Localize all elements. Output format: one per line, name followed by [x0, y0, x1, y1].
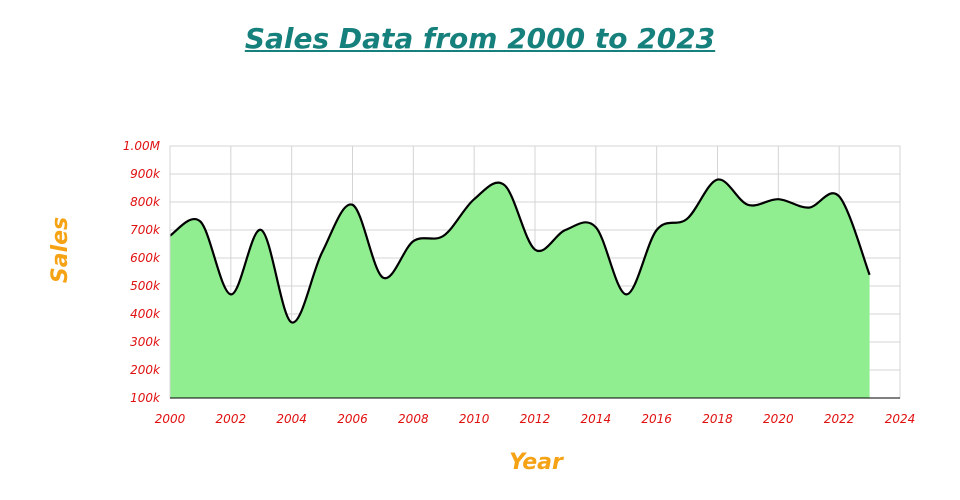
x-tick-label: 2008: [398, 412, 429, 426]
series-line: [169, 178, 871, 324]
x-tick-label: 2016: [641, 412, 672, 426]
x-tick-label: 2012: [520, 412, 551, 426]
x-tick-label: 2024: [885, 412, 916, 426]
x-axis-ticks: 2000 2002 2004 2006 2008 2010 2012 2014 2016 2018…: [155, 412, 916, 426]
y-tick-label: 600k: [130, 251, 161, 265]
x-tick-label: 2004: [276, 412, 307, 426]
x-tick-label: 2014: [581, 412, 612, 426]
y-tick-label: 800k: [130, 195, 161, 209]
x-tick-label: 2000: [155, 412, 186, 426]
x-tick-label: 2002: [216, 412, 247, 426]
y-tick-label: 100k: [130, 391, 161, 405]
x-tick-label: 2020: [763, 412, 794, 426]
y-tick-label: 700k: [130, 223, 161, 237]
chart-title: Sales Data from 2000 to 2023: [244, 22, 716, 55]
y-tick-label: 900k: [130, 167, 161, 181]
x-axis-label: Year: [509, 450, 563, 475]
y-tick-label: 500k: [130, 279, 161, 293]
y-tick-label: 400k: [130, 307, 161, 321]
y-tick-label: 1.00M: [123, 139, 161, 153]
x-tick-label: 2022: [824, 412, 855, 426]
x-tick-label: 2010: [459, 412, 490, 426]
y-tick-label: 200k: [130, 363, 161, 377]
y-tick-label: 300k: [130, 335, 161, 349]
series-area-fill: [170, 179, 870, 398]
x-tick-label: 2006: [337, 412, 368, 426]
y-axis-ticks: 100k 200k 300k 400k 500k 600k 700k 800k 900k 1.00…: [123, 139, 161, 405]
x-tick-label: 2018: [702, 412, 733, 426]
